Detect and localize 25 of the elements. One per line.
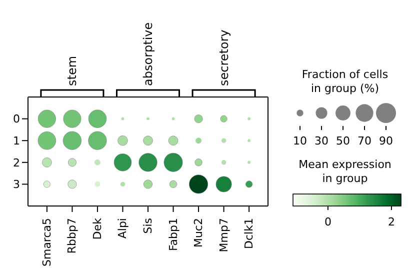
x-tick-label: Dek xyxy=(90,217,104,240)
x-tick-label: Rbbp7 xyxy=(66,218,79,254)
x-tick-label: Mmp7 xyxy=(217,218,230,252)
y-tick-label: 1 xyxy=(13,134,20,148)
legend-label: 30 xyxy=(314,134,328,148)
x-tick-label: Sis xyxy=(142,218,154,234)
x-tick-label: Smarca5 xyxy=(40,218,54,267)
y-tick-label: 2 xyxy=(13,156,20,170)
legend-label: 90 xyxy=(379,134,393,148)
y-tick-label: 0 xyxy=(13,112,20,126)
y-tick-label: 3 xyxy=(13,178,20,192)
color-bar-label: 2 xyxy=(388,216,395,228)
text: secretory xyxy=(216,30,231,86)
legend-title: Fraction of cells in group (%) xyxy=(302,68,388,95)
color-bar-title: Mean expression in group xyxy=(298,158,392,185)
color-bar-label: 0 xyxy=(324,216,332,228)
legend-label: 10 xyxy=(293,134,307,148)
x-tick-label: Muc2 xyxy=(192,218,206,248)
x-tick-label: Fabp1 xyxy=(166,218,180,252)
text: absorptive xyxy=(141,22,155,86)
x-tick-label: Dclk1 xyxy=(242,218,256,249)
text: stem xyxy=(65,56,80,86)
x-tick-label: Alpi xyxy=(116,218,130,239)
legend-label: 50 xyxy=(336,134,350,148)
legend-label: 70 xyxy=(358,134,372,148)
